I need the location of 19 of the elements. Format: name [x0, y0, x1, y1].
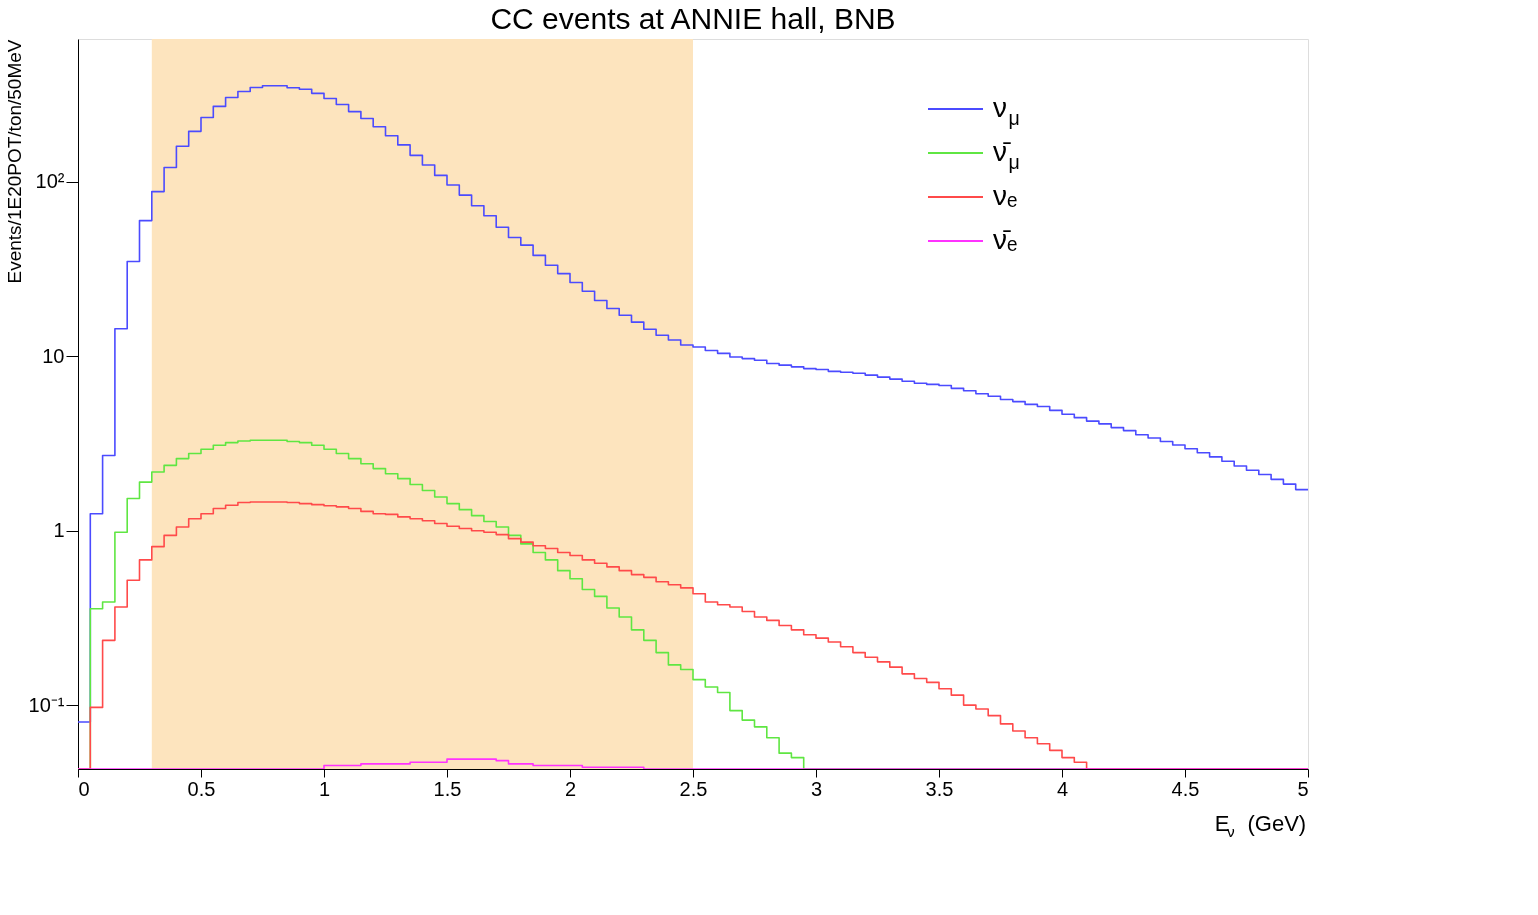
x-tick-label: 5 [1297, 777, 1309, 800]
x-tick-label: 0 [78, 777, 90, 800]
x-tick-label: 4.5 [1171, 777, 1200, 800]
y-tick-label: 10⁻¹ [28, 693, 65, 716]
legend-label: νₑ [993, 180, 1018, 211]
x-tick-label: 2.5 [679, 777, 708, 800]
legend-label: ν̄ₑ [993, 224, 1018, 255]
x-tick-label: 1 [318, 777, 331, 800]
chart-title: CC events at ANNIE hall, BNB [490, 2, 896, 35]
x-tick-label: 3.5 [925, 777, 954, 800]
x-tick-label: 2 [564, 777, 577, 800]
y-axis-title: Events/1E20POT/ton/50MeV [3, 39, 25, 284]
y-tick-label: 10² [35, 170, 65, 193]
x-tick-label: 4 [1056, 777, 1069, 800]
y-tick-label: 1 [53, 519, 65, 542]
x-tick-label: 3 [810, 777, 823, 800]
y-tick-label: 10 [42, 344, 65, 367]
x-tick-label: 0.5 [187, 777, 216, 800]
x-tick-label: 1.5 [433, 777, 462, 800]
